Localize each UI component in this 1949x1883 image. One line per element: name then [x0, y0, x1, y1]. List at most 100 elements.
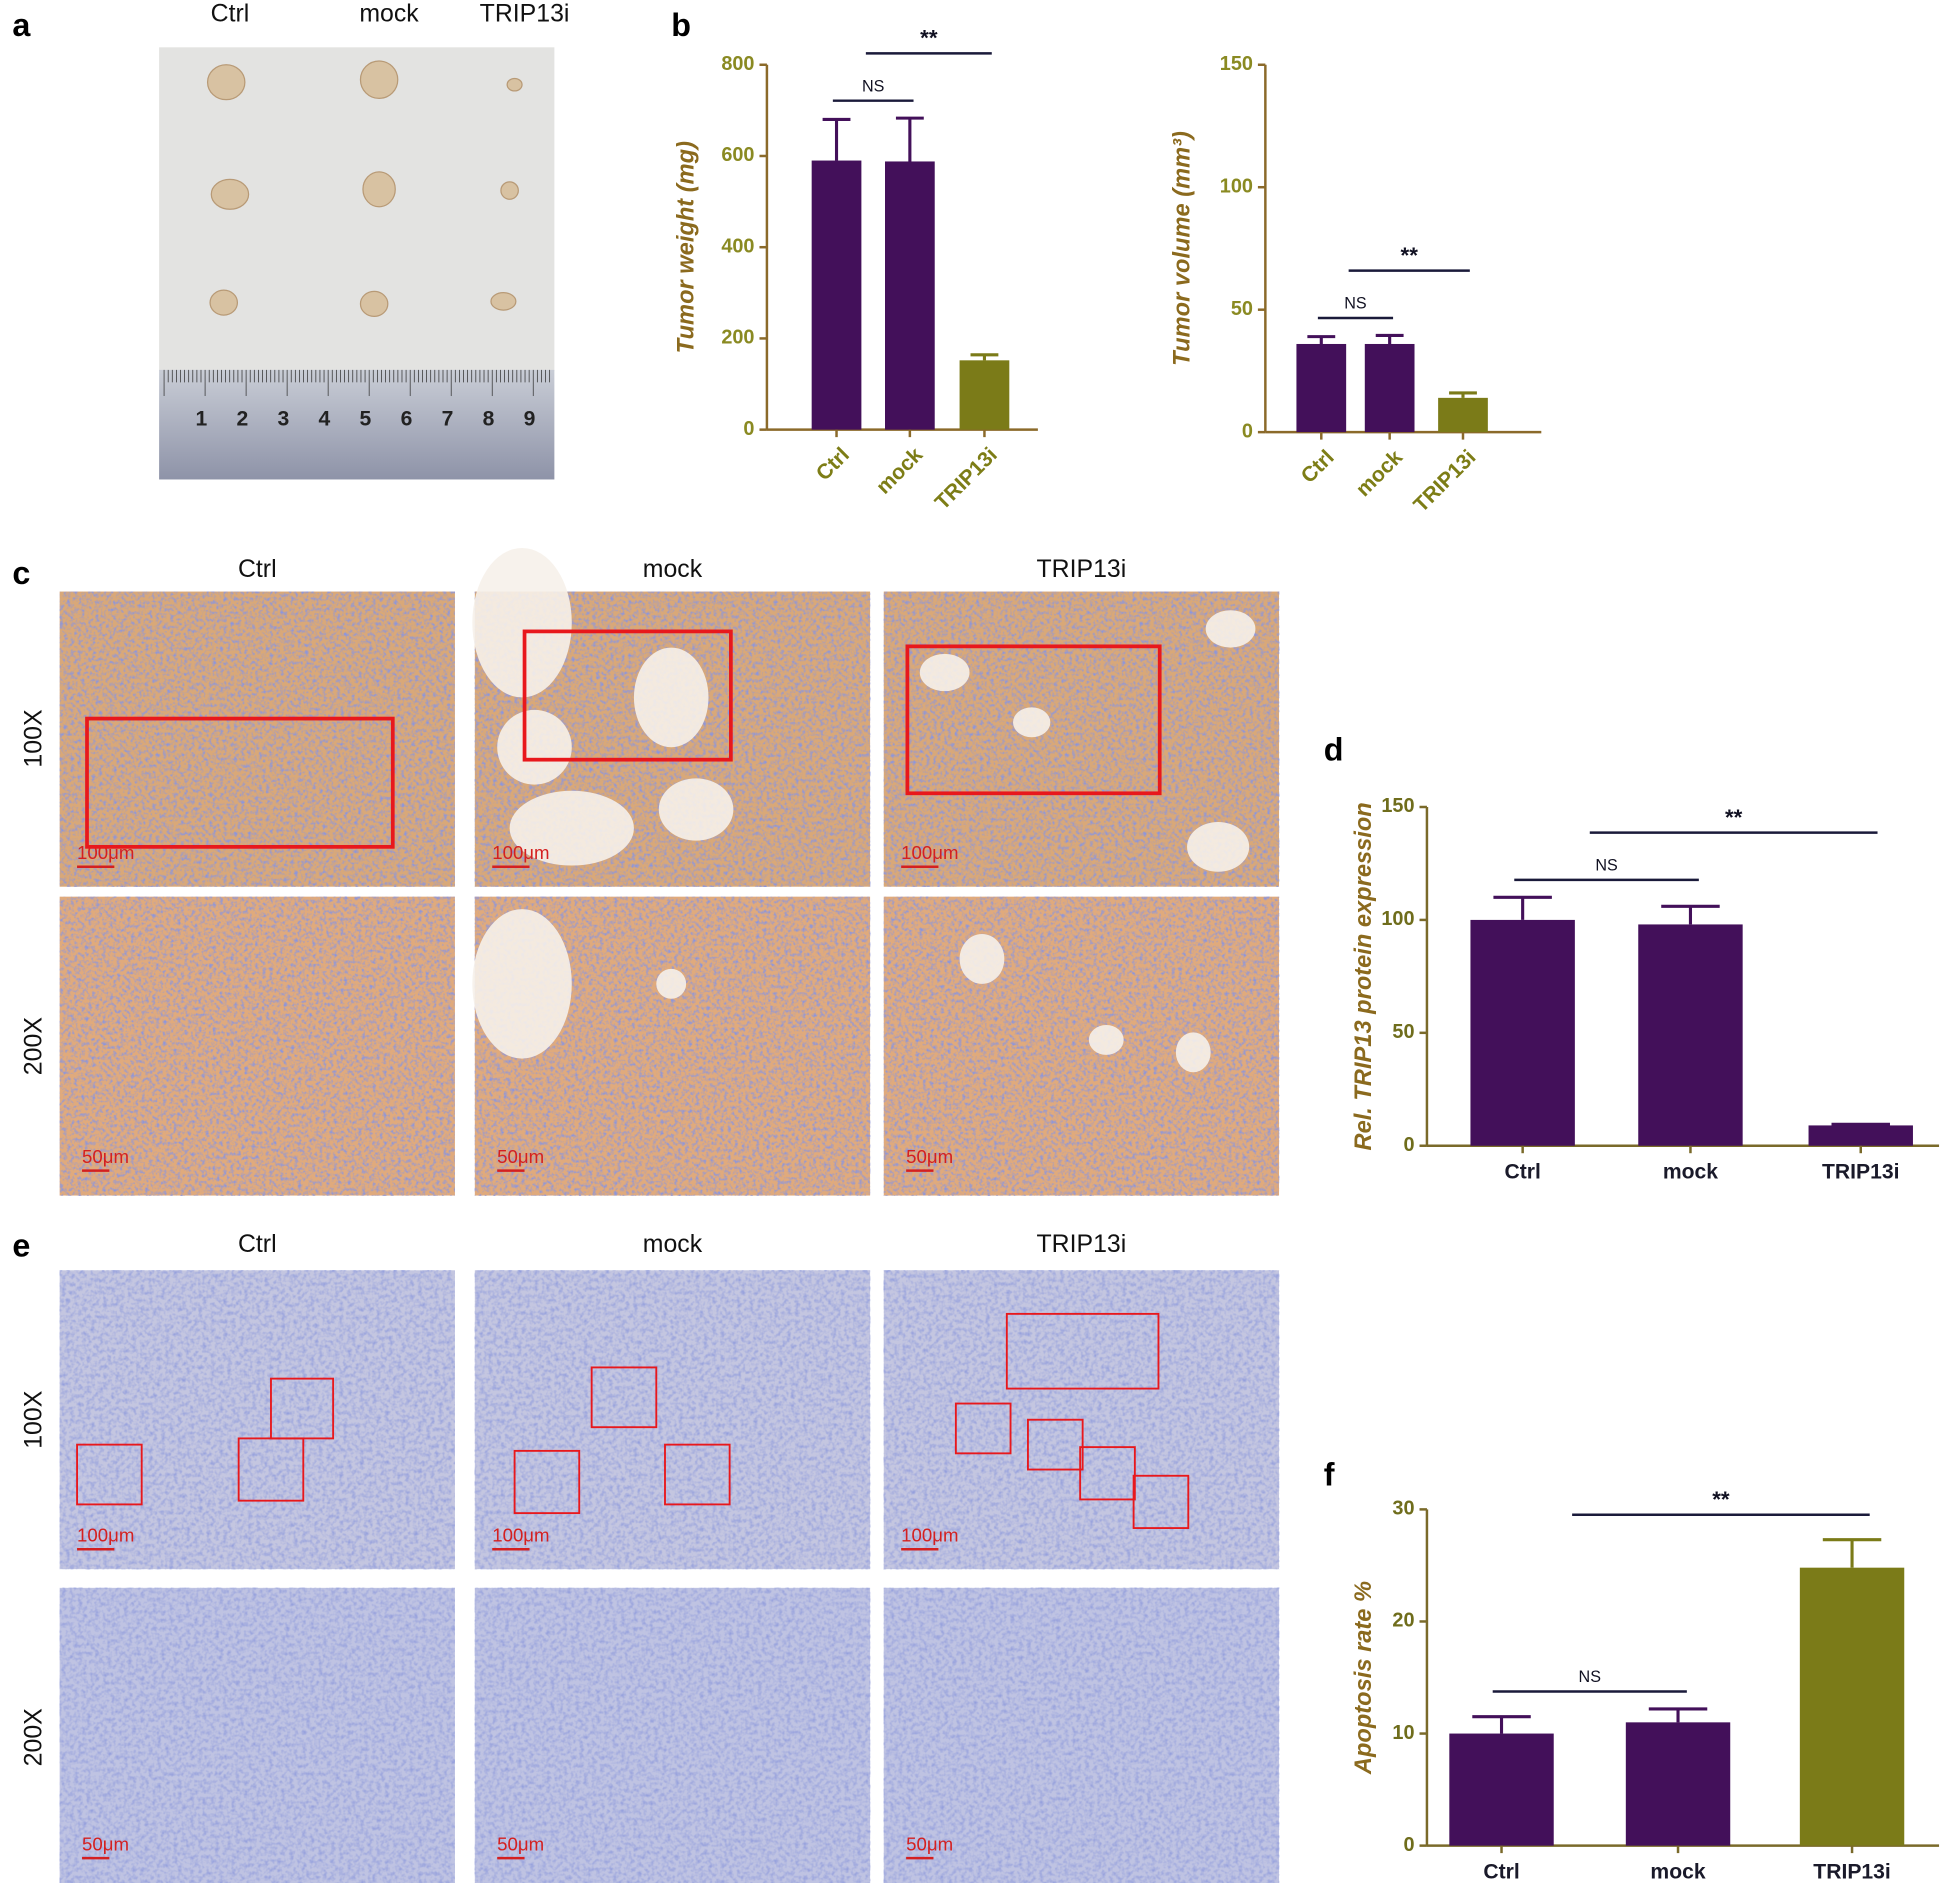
- significance-label: NS: [1344, 295, 1367, 313]
- fat-vacuole: [509, 790, 634, 866]
- fat-vacuole: [1013, 707, 1051, 738]
- significance-label: NS: [1595, 856, 1618, 874]
- micrograph-texture: [474, 1587, 871, 1883]
- micrograph-texture: [59, 1587, 455, 1883]
- micrograph-texture: [59, 896, 455, 1196]
- error-bar: [1661, 904, 1720, 925]
- panel-label: b: [671, 7, 691, 43]
- panel-label: f: [1324, 1457, 1335, 1493]
- bar: [811, 160, 862, 430]
- ruler-number: 1: [195, 407, 207, 430]
- x-tick-label: TRIP13i: [1409, 446, 1480, 517]
- scale-bar-label: 50μm: [82, 1146, 129, 1167]
- x-tick-label: Ctrl: [1483, 1861, 1519, 1883]
- bar: [1638, 924, 1743, 1146]
- panel-label: e: [12, 1227, 30, 1263]
- highlight-box: [85, 716, 395, 849]
- significance-label: **: [920, 26, 938, 51]
- highlight-box: [1005, 1312, 1160, 1390]
- highlight-box: [954, 1402, 1012, 1455]
- micrograph-texture: [59, 1270, 455, 1570]
- scale-bar-label: 50μm: [497, 1146, 544, 1167]
- scale-bar-label: 100μm: [901, 842, 958, 863]
- scale-bar-label: 50μm: [906, 1146, 953, 1167]
- y-tick-label: 100: [1220, 175, 1253, 197]
- y-tick-label: 0: [1242, 420, 1253, 442]
- fat-vacuole: [658, 778, 734, 841]
- ruler-number: 3: [278, 407, 290, 430]
- x-tick-label: mock: [1650, 1861, 1705, 1883]
- significance-label: **: [1401, 243, 1419, 268]
- significance-label: NS: [1579, 1668, 1602, 1686]
- y-tick-label: 200: [721, 327, 754, 349]
- fat-vacuole: [497, 709, 572, 785]
- bar: [1364, 343, 1415, 433]
- bar: [959, 360, 1010, 430]
- y-tick-label: 600: [721, 144, 754, 166]
- error-bar: [1307, 335, 1336, 344]
- column-header: mock: [643, 1230, 703, 1258]
- highlight-box: [76, 1443, 143, 1506]
- y-tick-label: 400: [721, 235, 754, 257]
- ruler-number: 4: [319, 407, 331, 430]
- fat-vacuole: [919, 653, 970, 692]
- error-bar: [1375, 333, 1404, 344]
- significance-label: **: [1712, 1487, 1730, 1512]
- ruler-number: 9: [524, 407, 536, 430]
- y-tick-label: 50: [1392, 1021, 1414, 1043]
- significance-label: NS: [862, 77, 885, 95]
- micrograph-texture: [883, 896, 1280, 1196]
- error-bar: [1648, 1707, 1708, 1723]
- x-tick-label: mock: [1663, 1161, 1718, 1184]
- row-label: 200X: [19, 1017, 47, 1076]
- y-tick-label: 0: [743, 418, 754, 440]
- micrograph-texture: [883, 1587, 1280, 1883]
- x-tick-label: Ctrl: [1297, 446, 1339, 488]
- fat-vacuole: [472, 909, 572, 1059]
- column-header: Ctrl: [238, 555, 277, 583]
- fat-vacuole: [472, 547, 572, 698]
- fat-vacuole: [959, 934, 1005, 984]
- y-tick-label: 30: [1392, 1498, 1414, 1520]
- column-header: mock: [359, 0, 419, 28]
- error-bar: [970, 353, 999, 361]
- highlight-box: [522, 629, 733, 762]
- bar: [885, 161, 935, 430]
- fat-vacuole: [1175, 1032, 1211, 1073]
- error-bar: [895, 116, 924, 162]
- highlight-box: [1027, 1418, 1084, 1471]
- error-bar: [1449, 391, 1477, 398]
- bar: [1470, 919, 1575, 1146]
- highlight-box: [905, 644, 1162, 796]
- histology: [59, 547, 1280, 1883]
- highlight-box: [664, 1443, 731, 1506]
- bar: [1438, 397, 1488, 433]
- y-tick-label: 50: [1231, 298, 1253, 320]
- scale-bar-label: 100μm: [901, 1525, 958, 1546]
- fat-vacuole: [1205, 610, 1256, 648]
- column-header: TRIP13i: [480, 0, 570, 28]
- y-tick-label: 10: [1392, 1722, 1414, 1744]
- y-tick-label: 100: [1381, 908, 1414, 930]
- scale-bar-label: 50μm: [82, 1834, 129, 1855]
- micrograph-texture: [59, 591, 455, 887]
- y-axis-label: Tumor weight (mg): [674, 141, 700, 354]
- fat-vacuole: [1088, 1024, 1124, 1055]
- scale-bar-label: 50μm: [497, 1834, 544, 1855]
- ruler-number: 5: [360, 407, 372, 430]
- ruler-number: 7: [442, 407, 454, 430]
- y-tick-label: 150: [1381, 795, 1414, 817]
- panel-label: c: [12, 555, 30, 591]
- error-bar: [1493, 895, 1552, 920]
- y-tick-label: 800: [721, 53, 754, 75]
- y-tick-label: 0: [1403, 1834, 1414, 1856]
- y-axis-label: Rel. TRIP13 protein expression: [1351, 802, 1377, 1150]
- y-axis-label: Tumor volume (mm³): [1170, 131, 1196, 366]
- bar: [1625, 1722, 1731, 1846]
- row-label: 100X: [19, 1390, 47, 1449]
- ruler-number: 8: [483, 407, 495, 430]
- photo-a: [159, 47, 555, 480]
- column-header: TRIP13i: [1037, 555, 1127, 583]
- column-header: mock: [643, 555, 703, 583]
